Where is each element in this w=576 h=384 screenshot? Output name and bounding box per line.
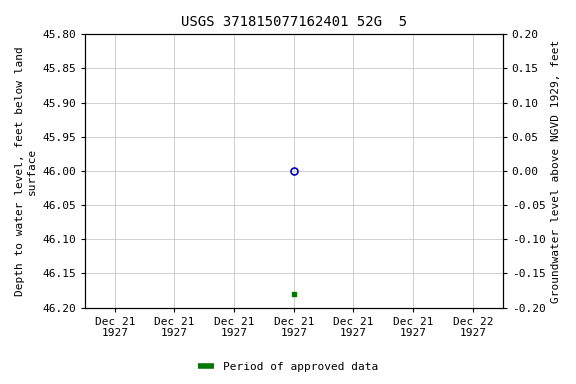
Title: USGS 371815077162401 52G  5: USGS 371815077162401 52G 5 bbox=[181, 15, 407, 29]
Y-axis label: Depth to water level, feet below land
surface: Depth to water level, feet below land su… bbox=[15, 46, 37, 296]
Y-axis label: Groundwater level above NGVD 1929, feet: Groundwater level above NGVD 1929, feet bbox=[551, 40, 561, 303]
Legend: Period of approved data: Period of approved data bbox=[193, 358, 383, 377]
